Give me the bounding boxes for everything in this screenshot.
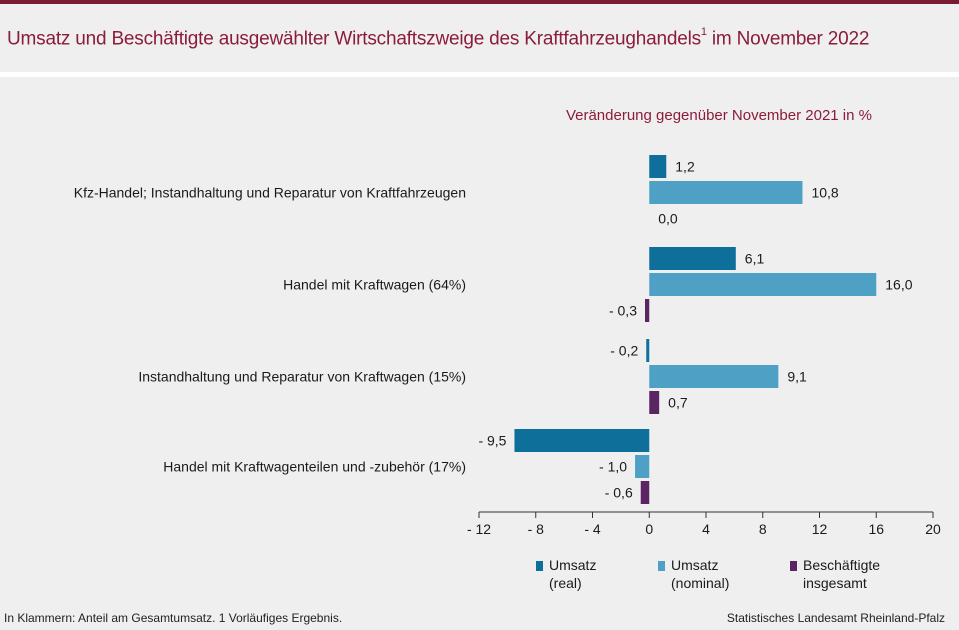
bar-umsatz-real xyxy=(514,429,650,452)
legend-swatch-beschaeftigte xyxy=(790,561,797,571)
header-divider xyxy=(0,72,959,77)
legend-swatch-umsatz-nominal xyxy=(658,561,665,571)
x-tick-label: 12 xyxy=(812,521,828,537)
bar-beschaeftigte xyxy=(644,299,650,322)
x-tick-label: 20 xyxy=(925,521,941,537)
chart-subtitle: Veränderung gegenüber November 2021 in % xyxy=(565,107,872,124)
legend-swatch-umsatz-real xyxy=(536,561,543,571)
bar-beschaeftigte xyxy=(649,391,660,414)
bar-umsatz-nominal xyxy=(635,455,650,478)
chart-title-text: Umsatz und Beschäftigte ausgewählter Wir… xyxy=(7,28,701,50)
top-accent-bar xyxy=(0,0,959,4)
category-label: Instandhaltung und Reparatur von Kraftwa… xyxy=(138,369,466,385)
data-label: 6,1 xyxy=(745,251,765,267)
legend-label: (real) xyxy=(549,575,582,591)
chart-header: Umsatz und Beschäftigte ausgewählter Wir… xyxy=(0,4,959,72)
bar-umsatz-nominal xyxy=(649,365,779,388)
category-label: Kfz-Handel; Instandhaltung und Reparatur… xyxy=(74,185,466,201)
data-label: 1,2 xyxy=(675,159,695,175)
data-label: - 1,0 xyxy=(599,459,627,475)
data-label: - 0,3 xyxy=(609,303,637,319)
bar-umsatz-nominal xyxy=(649,181,803,204)
category-label: Handel mit Kraftwagenteilen und -zubehör… xyxy=(163,459,466,475)
source-credit: Statistisches Landesamt Rheinland-Pfalz xyxy=(726,611,945,625)
x-tick-label: 8 xyxy=(759,521,767,537)
data-label: 0,0 xyxy=(658,211,678,227)
data-label: - 9,5 xyxy=(478,433,506,449)
data-label: - 0,2 xyxy=(610,343,638,359)
x-tick-label: 0 xyxy=(645,521,653,537)
legend-label: Beschäftigte xyxy=(803,557,880,573)
bar-beschaeftigte xyxy=(640,481,650,504)
legend-label: Umsatz xyxy=(671,557,718,573)
chart-title: Umsatz und Beschäftigte ausgewählter Wir… xyxy=(7,26,870,50)
legend-label: insgesamt xyxy=(803,575,867,591)
data-label: - 0,6 xyxy=(605,485,633,501)
x-tick-label: - 4 xyxy=(584,521,601,537)
footnote: In Klammern: Anteil am Gesamtumsatz. 1 V… xyxy=(4,611,343,625)
chart-title-tail: im November 2022 xyxy=(706,28,870,50)
bar-umsatz-real xyxy=(646,339,650,362)
category-label: Handel mit Kraftwagen (64%) xyxy=(283,277,466,293)
x-tick-label: 16 xyxy=(868,521,884,537)
legend-label: Umsatz xyxy=(549,557,596,573)
x-tick-label: - 12 xyxy=(467,521,491,537)
x-tick-label: 4 xyxy=(702,521,710,537)
data-label: 9,1 xyxy=(787,369,807,385)
x-tick-label: - 8 xyxy=(528,521,545,537)
bar-umsatz-real xyxy=(649,155,667,178)
data-label: 16,0 xyxy=(885,277,912,293)
chart-title-footnote-mark: 1 xyxy=(700,26,707,38)
bar-umsatz-real xyxy=(649,247,736,270)
data-label: 10,8 xyxy=(811,185,838,201)
data-label: 0,7 xyxy=(668,395,688,411)
bar-umsatz-nominal xyxy=(649,273,877,296)
legend-label: (nominal) xyxy=(671,575,729,591)
